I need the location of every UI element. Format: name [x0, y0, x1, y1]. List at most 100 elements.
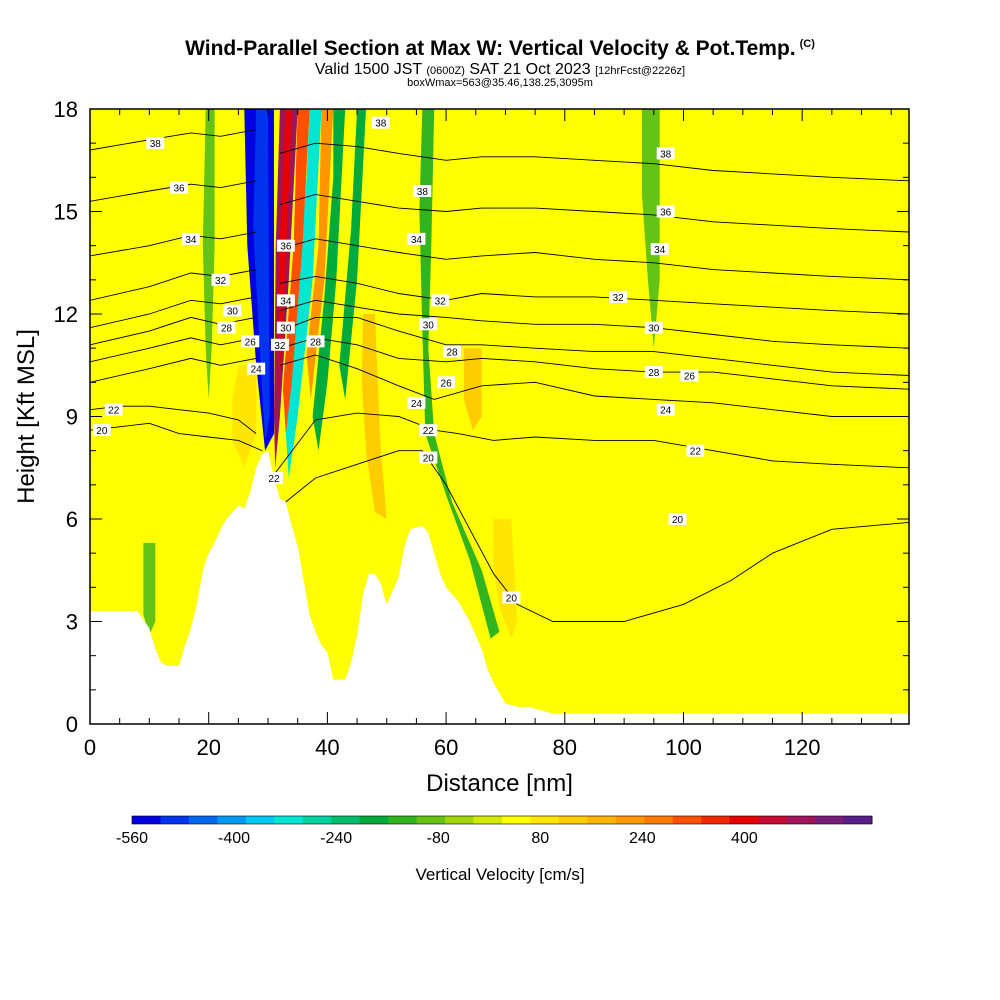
colorbar-swatch	[758, 816, 788, 824]
theta-contour	[273, 412, 909, 475]
colorbar-swatch	[530, 816, 560, 824]
contour-label-box	[181, 232, 200, 245]
colorbar-swatch	[701, 816, 731, 824]
contour-label: 24	[411, 399, 423, 410]
x-axis-label: Distance [nm]	[426, 770, 573, 797]
contour-label: 28	[310, 337, 322, 348]
velocity-band	[463, 348, 482, 431]
contour-label: 32	[215, 276, 227, 287]
velocity-band	[419, 109, 500, 639]
theta-contour	[90, 357, 257, 383]
contour-label-box	[437, 376, 456, 389]
colorbar-swatch	[245, 816, 275, 824]
contour-label-box	[419, 318, 438, 331]
contour-label: 38	[660, 149, 672, 160]
colorbar-swatch	[274, 816, 304, 824]
contour-label: 26	[441, 378, 453, 389]
colorbar-swatch	[132, 816, 161, 824]
contour-label: 30	[648, 324, 660, 335]
contour-label: 22	[690, 447, 702, 458]
contour-label-box	[656, 403, 675, 416]
colorbar-swatch	[587, 816, 617, 824]
contour-label-box	[413, 185, 432, 197]
contour-label-box	[609, 290, 628, 303]
contour-label: 26	[245, 337, 257, 348]
contour-label-box	[306, 335, 325, 348]
contour-label: 22	[423, 426, 435, 437]
forecast-info: [12hrFcst@2226z]	[595, 65, 686, 77]
contour-label: 20	[672, 515, 684, 526]
velocity-band	[274, 109, 298, 468]
colorbar-swatch	[388, 816, 418, 824]
contour-label-box	[276, 294, 295, 307]
contour-label-box	[502, 591, 521, 604]
y-tick-label: 3	[66, 610, 78, 635]
colorbar-swatch	[644, 816, 674, 824]
contour-label: 20	[96, 426, 108, 437]
colorbar-swatch	[302, 816, 332, 824]
velocity-band	[143, 542, 156, 636]
colorbar-tick-label: 80	[531, 830, 549, 847]
contour-label: 22	[268, 474, 280, 485]
x-tick-label: 40	[315, 735, 339, 760]
chart-subtitle: Valid 1500 JST (0600Z) SAT 21 Oct 2023 […	[0, 61, 1000, 79]
colorbar-frame	[131, 815, 873, 825]
theta-contour	[90, 269, 257, 301]
contour-label: 30	[280, 324, 292, 335]
contour-label-box	[247, 362, 266, 375]
contour-label-box	[431, 294, 450, 307]
theta-contour	[279, 354, 909, 417]
colorbar-label: Vertical Velocity [cm/s]	[415, 865, 584, 884]
contour-label: 28	[221, 324, 233, 335]
copyright-mark: (C)	[799, 38, 815, 50]
contour-label-box	[644, 321, 663, 334]
x-tick-label: 80	[553, 735, 577, 760]
velocity-band	[282, 109, 310, 434]
contour-label: 38	[375, 119, 387, 130]
velocity-band	[641, 109, 660, 349]
contour-label-box	[419, 451, 438, 464]
colorbar-swatch	[445, 816, 475, 824]
contour-label-box	[170, 181, 189, 194]
colorbar-tick-label: -560	[116, 830, 148, 847]
colorbar-swatch	[843, 816, 873, 824]
contour-label: 20	[506, 594, 518, 605]
contour-label: 24	[251, 365, 263, 376]
contour-label-box	[680, 369, 699, 382]
contour-label-box	[211, 273, 230, 286]
velocity-band	[232, 365, 257, 468]
x-tick-label: 100	[665, 735, 702, 760]
contour-label: 36	[280, 242, 292, 253]
colorbar-swatch	[729, 816, 759, 824]
contour-label-box	[217, 321, 236, 334]
terrain	[90, 450, 909, 724]
contour-label-box	[656, 205, 675, 218]
colorbar-swatch	[786, 816, 816, 824]
contour-label-box	[656, 147, 675, 160]
velocity-band	[493, 519, 518, 639]
colorbar-swatch	[815, 816, 845, 824]
velocity-band	[754, 450, 791, 605]
contour-label-box	[371, 116, 390, 129]
colorbar-swatch	[217, 816, 247, 824]
chart-title: Wind-Parallel Section at Max W: Vertical…	[185, 37, 815, 60]
theta-contour	[279, 337, 909, 390]
contour-label-box	[270, 338, 289, 351]
contour-label: 24	[660, 406, 672, 417]
velocity-band	[618, 348, 636, 639]
contour-label-box	[650, 243, 669, 256]
colorbar-tick-label: 240	[629, 830, 656, 847]
colorbar-swatch	[615, 816, 645, 824]
colorbar-swatch	[160, 816, 190, 824]
y-axis-label: Height [Kft MSL]	[13, 329, 40, 504]
contour-label: 28	[648, 368, 660, 379]
plot-area: 2022242628303234363822222220202024242626…	[90, 109, 909, 724]
contour-label: 30	[423, 320, 435, 331]
colorbar-swatch	[359, 816, 389, 824]
theta-contour	[90, 129, 257, 151]
contour-label-box	[241, 335, 260, 348]
theta-contour	[90, 422, 263, 452]
theta-contour	[285, 450, 909, 622]
contour-label: 36	[660, 208, 672, 219]
